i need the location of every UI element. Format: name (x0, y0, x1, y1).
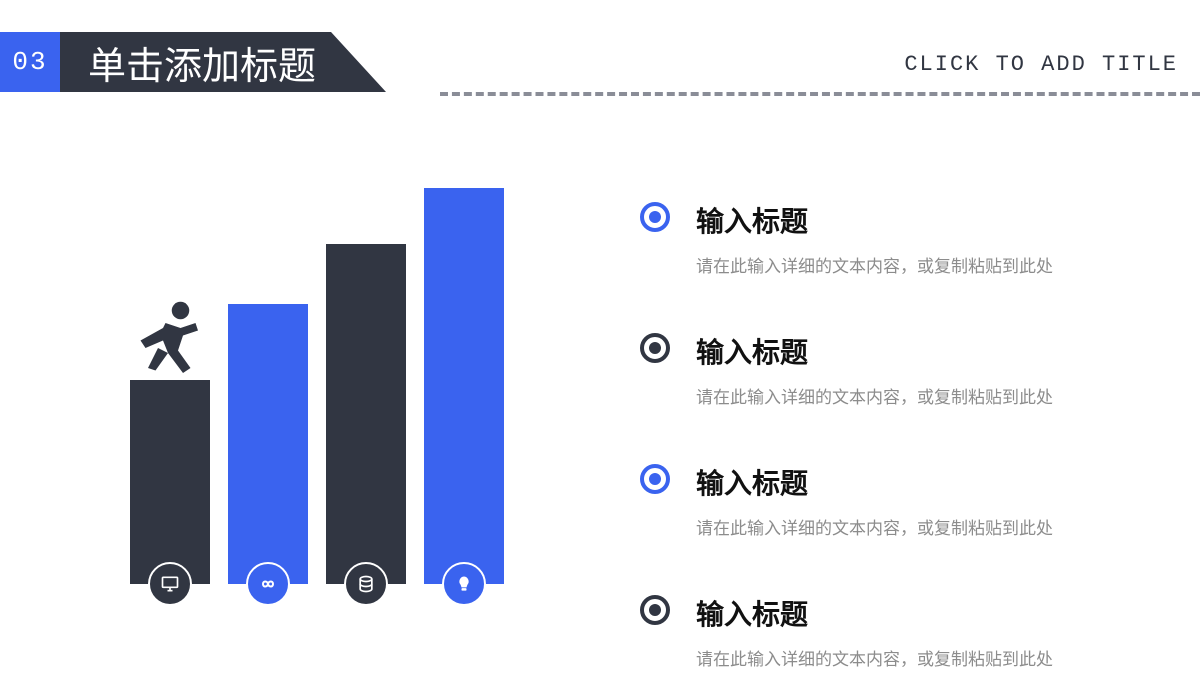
slide-subtitle[interactable]: CLICK TO ADD TITLE (904, 52, 1178, 77)
slide-header: 03 单击添加标题 CLICK TO ADD TITLE (0, 32, 1200, 98)
slide-title-box[interactable]: 单击添加标题 (60, 32, 386, 92)
bullet-icon (640, 333, 670, 363)
list-item: 输入标题请在此输入详细的文本内容，或复制粘贴到此处 (640, 331, 1160, 408)
list-item-text: 输入标题请在此输入详细的文本内容，或复制粘贴到此处 (696, 331, 1053, 408)
list-item-title[interactable]: 输入标题 (696, 331, 1053, 371)
list-item-title[interactable]: 输入标题 (696, 200, 1053, 240)
chart-bar (424, 188, 504, 584)
database-icon (344, 562, 388, 606)
list-item-body[interactable]: 请在此输入详细的文本内容，或复制粘贴到此处 (696, 645, 1053, 670)
list-item-body[interactable]: 请在此输入详细的文本内容，或复制粘贴到此处 (696, 252, 1053, 277)
monitor-icon (148, 562, 192, 606)
list-item-title[interactable]: 输入标题 (696, 462, 1053, 502)
slide-number: 03 (12, 47, 47, 77)
header-ribbon: 03 单击添加标题 (0, 32, 386, 92)
list-item-text: 输入标题请在此输入详细的文本内容，或复制粘贴到此处 (696, 593, 1053, 670)
chart-bar (228, 304, 308, 584)
header-dash-line (440, 92, 1200, 96)
list-item-text: 输入标题请在此输入详细的文本内容，或复制粘贴到此处 (696, 200, 1053, 277)
list-item-body[interactable]: 请在此输入详细的文本内容，或复制粘贴到此处 (696, 514, 1053, 539)
bar-group (130, 188, 504, 584)
bullet-list: 输入标题请在此输入详细的文本内容，或复制粘贴到此处输入标题请在此输入详细的文本内… (640, 200, 1160, 670)
bulb-icon (442, 562, 486, 606)
bullet-icon (640, 595, 670, 625)
list-item: 输入标题请在此输入详细的文本内容，或复制粘贴到此处 (640, 462, 1160, 539)
step-bar-chart (130, 184, 510, 584)
chart-bar (326, 244, 406, 584)
slide-title: 单击添加标题 (88, 35, 316, 90)
slide-number-box: 03 (0, 32, 60, 92)
list-item-title[interactable]: 输入标题 (696, 593, 1053, 633)
list-item-text: 输入标题请在此输入详细的文本内容，或复制粘贴到此处 (696, 462, 1053, 539)
list-item: 输入标题请在此输入详细的文本内容，或复制粘贴到此处 (640, 200, 1160, 277)
bullet-icon (640, 202, 670, 232)
infinity-icon (246, 562, 290, 606)
chart-bar (130, 380, 210, 584)
list-item: 输入标题请在此输入详细的文本内容，或复制粘贴到此处 (640, 593, 1160, 670)
list-item-body[interactable]: 请在此输入详细的文本内容，或复制粘贴到此处 (696, 383, 1053, 408)
bullet-icon (640, 464, 670, 494)
